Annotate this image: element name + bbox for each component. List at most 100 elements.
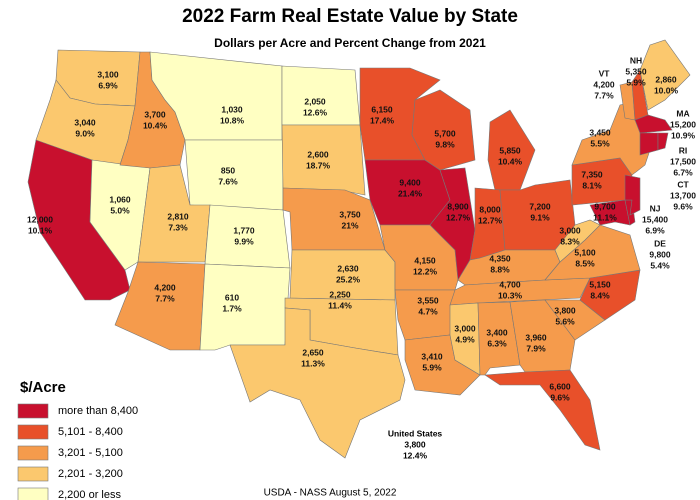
state-name: VT <box>599 68 611 78</box>
state-value: 3,750 <box>339 209 361 219</box>
state-value: 5,350 <box>625 66 647 76</box>
state-change: 9.6% <box>550 392 570 402</box>
state-value: 3,040 <box>74 117 96 127</box>
state-change: 6.9% <box>645 225 665 235</box>
state-change: 7.9% <box>526 343 546 353</box>
state-value: 5,850 <box>499 145 521 155</box>
us-label: United States <box>388 428 443 438</box>
state-value: 7,350 <box>581 169 603 179</box>
state-value: 8,000 <box>479 204 501 214</box>
state-change: 12.7% <box>446 212 471 222</box>
state-change: 5.9% <box>422 362 442 372</box>
footer: USDA - NASS August 5, 2022 <box>264 488 397 499</box>
state-value: 7,200 <box>529 201 551 211</box>
state-change: 11.3% <box>301 358 325 368</box>
state-value: 9,700 <box>594 201 616 211</box>
state-change: 21% <box>341 220 358 230</box>
state-change: 11.4% <box>328 300 352 310</box>
legend-label: 2,200 or less <box>58 489 121 500</box>
state-change: 11.1% <box>593 212 617 222</box>
state-change: 7.7% <box>594 90 614 100</box>
state-value: 9,400 <box>399 177 421 187</box>
state-value: 2,050 <box>304 96 326 106</box>
state-change: 12.6% <box>303 107 328 117</box>
legend-title: $/Acre <box>20 379 66 396</box>
state-value: 3,800 <box>554 305 576 315</box>
state-change: 5.6% <box>555 316 575 326</box>
states <box>27 39 691 459</box>
state-value: 5,700 <box>434 128 456 138</box>
state-value: 6,150 <box>371 104 393 114</box>
state-value: 2,860 <box>655 74 677 84</box>
state-value: 1,060 <box>109 194 131 204</box>
state-value: 3,450 <box>589 127 611 137</box>
state-value: 3,400 <box>486 327 508 337</box>
state-change: 10.9% <box>671 130 696 140</box>
state <box>571 157 633 206</box>
state-change: 9.0% <box>75 128 95 138</box>
state-value: 3,000 <box>559 225 581 235</box>
legend-swatch <box>17 403 49 419</box>
state <box>199 263 291 351</box>
state-labels: 3,1006.9%3,0409.0%12,00010.1%1,0605.0%3,… <box>27 55 696 402</box>
state-value: 1,770 <box>233 225 255 235</box>
state-value: 2,810 <box>167 211 189 221</box>
state-change: 5.9% <box>626 77 646 87</box>
state <box>229 307 406 459</box>
state-change: 9.8% <box>435 139 455 149</box>
legend-swatch <box>17 466 49 482</box>
subtitle: Dollars per Acre and Percent Change from… <box>214 36 486 50</box>
state-value: 5,150 <box>589 279 611 289</box>
state <box>639 39 691 111</box>
state-change: 5.0% <box>110 205 130 215</box>
state <box>657 132 669 151</box>
us-change: 12.4% <box>403 450 428 460</box>
state-change: 12.2% <box>413 266 438 276</box>
state-value: 3,700 <box>144 109 166 119</box>
legend-swatch <box>17 424 49 440</box>
state <box>634 114 673 134</box>
legend-label: 5,101 - 8,400 <box>58 426 123 438</box>
state-change: 5.4% <box>650 260 670 270</box>
state-change: 17.4% <box>370 115 395 125</box>
state-change: 4.9% <box>455 334 475 344</box>
title: 2022 Farm Real Estate Value by State <box>182 6 518 27</box>
state-value: 3,000 <box>454 323 476 333</box>
state-change: 5.5% <box>590 138 610 148</box>
state-value: 4,200 <box>593 79 615 89</box>
state-value: 5,100 <box>574 247 596 257</box>
state-change: 7.3% <box>168 222 188 232</box>
state-change: 1.7% <box>222 303 242 313</box>
state-value: 12,000 <box>27 214 53 224</box>
state-value: 4,150 <box>414 255 436 265</box>
state-value: 6,600 <box>549 381 571 391</box>
state-name: RI <box>679 145 688 155</box>
state-change: 7.6% <box>218 176 238 186</box>
state-change: 6.3% <box>487 338 507 348</box>
state <box>449 302 481 376</box>
state-change: 9.9% <box>234 236 254 246</box>
state-change: 18.7% <box>306 160 331 170</box>
legend-label: 3,201 - 5,100 <box>58 447 123 459</box>
state-change: 8.1% <box>582 180 602 190</box>
state-value: 610 <box>225 292 239 302</box>
state-change: 10.1% <box>28 225 53 235</box>
state-value: 4,200 <box>154 282 176 292</box>
state-change: 10.8% <box>220 115 245 125</box>
state-value: 850 <box>221 165 235 175</box>
state-change: 8.8% <box>490 264 510 274</box>
state-value: 2,250 <box>329 289 351 299</box>
state-value: 4,350 <box>489 253 511 263</box>
state-change: 21.4% <box>398 188 423 198</box>
state <box>411 89 476 171</box>
state-name: MA <box>676 108 689 118</box>
state-change: 8.4% <box>590 290 610 300</box>
state-change: 10.4% <box>143 120 168 130</box>
legend-swatch <box>17 445 49 461</box>
state-value: 15,200 <box>670 119 696 129</box>
state-change: 9.6% <box>673 201 693 211</box>
legend-label: 2,201 - 3,200 <box>58 468 123 480</box>
state-value: 2,650 <box>302 347 324 357</box>
state-change: 12.7% <box>478 215 503 225</box>
